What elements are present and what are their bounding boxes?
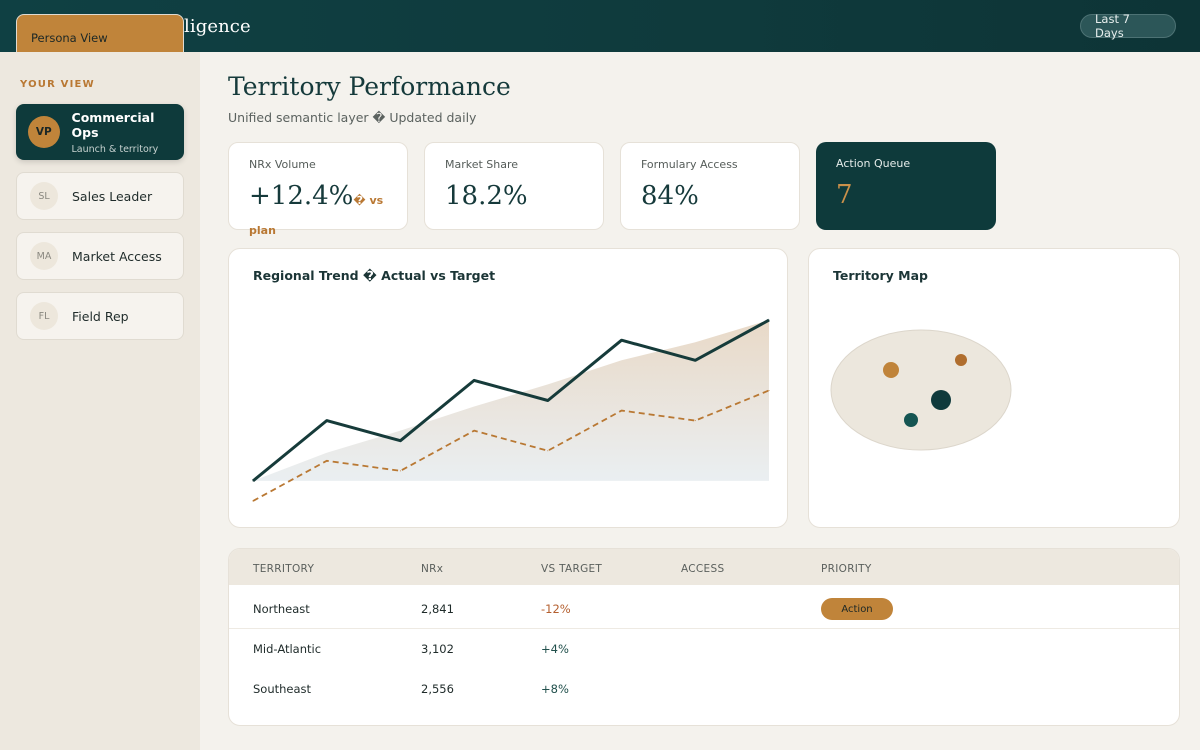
data-point-actual — [694, 359, 696, 361]
table-row[interactable]: Mid-Atlantic 3,102 +4% — [229, 629, 1179, 669]
map-title: Territory Map — [833, 268, 929, 283]
territory-table: TERRITORY NRx VS TARGET ACCESS PRIORITY … — [228, 548, 1180, 726]
persona-item-sales-leader[interactable]: SL Sales Leader — [16, 172, 184, 220]
data-point-actual — [473, 379, 475, 381]
column-header-priority: PRIORITY — [821, 563, 872, 575]
chart-title: Regional Trend � Actual vs Target — [253, 268, 496, 283]
data-point-actual — [252, 480, 254, 482]
kpi-value: +12.4%� vs plan — [249, 181, 407, 241]
data-point-target — [399, 470, 401, 472]
kpi-value: 84% — [641, 181, 699, 211]
persona-item-market-access[interactable]: MA Market Access — [16, 232, 184, 280]
avatar: FL — [30, 302, 58, 330]
avatar: VP — [28, 116, 60, 148]
data-point-actual — [621, 339, 623, 341]
series-band-area — [253, 320, 769, 481]
data-point-target — [473, 430, 475, 432]
map-marker[interactable] — [931, 390, 951, 410]
persona-item-field-rep[interactable]: FL Field Rep — [16, 292, 184, 340]
date-range-button[interactable]: Last 7 Days — [1080, 12, 1176, 40]
persona-subtitle: Launch & territory — [71, 143, 159, 155]
trend-chart — [252, 318, 770, 502]
cell-vs-target: +8% — [541, 682, 569, 696]
persona-label: Market Access — [72, 248, 162, 264]
cell-nrx: 2,556 — [421, 682, 454, 696]
kpi-card-nrx-volume[interactable]: NRx Volume +12.4%� vs plan — [228, 142, 408, 237]
cell-vs-target: +4% — [541, 642, 569, 656]
page-title: Territory Performance — [228, 72, 511, 101]
data-point-actual — [326, 420, 328, 422]
column-header-access: ACCESS — [681, 563, 725, 575]
series-line-actual — [252, 318, 770, 483]
persona-label: Field Rep — [72, 308, 129, 324]
cell-territory: Mid-Atlantic — [253, 642, 322, 656]
avatar: MA — [30, 242, 58, 270]
cell-territory: Northeast — [253, 602, 310, 616]
kpi-card-formulary-access[interactable]: Formulary Access 84% — [620, 142, 800, 230]
kpi-label: NRx Volume — [249, 158, 316, 171]
data-point-target — [252, 500, 254, 502]
map-marker[interactable] — [904, 413, 918, 427]
table-row[interactable]: Northeast 2,841 -12% Action — [229, 589, 1179, 629]
data-point-target — [326, 460, 328, 462]
data-point-actual — [399, 440, 401, 442]
persona-title: Commercial Ops — [71, 109, 155, 140]
kpi-label: Market Share — [445, 158, 519, 171]
territory-map-card: Territory Map — [808, 248, 1180, 528]
kpi-label: Action Queue — [836, 157, 911, 170]
sidebar-heading: YOUR VIEW — [20, 79, 95, 90]
priority-action-badge[interactable]: Action — [821, 598, 893, 620]
column-header-territory: TERRITORY — [253, 563, 315, 575]
cell-nrx: 2,841 — [421, 602, 454, 616]
map-marker[interactable] — [883, 362, 899, 378]
kpi-value: 18.2% — [445, 181, 528, 211]
column-header-nrx: NRx — [421, 563, 444, 575]
data-point-actual — [768, 319, 770, 321]
data-point-target — [768, 389, 770, 391]
persona-label: Sales Leader — [72, 188, 153, 204]
sidebar: YOUR VIEW VP Commercial Ops Launch & ter… — [0, 52, 200, 750]
app-header: Commercial Intelligence Persona View Las… — [0, 0, 1200, 62]
data-point-actual — [547, 400, 549, 401]
kpi-card-action-queue[interactable]: Action Queue 7 — [816, 142, 996, 230]
kpi-delta: � vs plan — [249, 194, 384, 237]
kpi-card-market-share[interactable]: Market Share 18.2% — [424, 142, 604, 230]
map-marker[interactable] — [955, 354, 967, 366]
cell-nrx: 3,102 — [421, 642, 454, 656]
territory-map[interactable] — [809, 249, 1181, 529]
persona-text: Commercial Ops Launch & territory — [72, 110, 184, 155]
cell-territory: Southeast — [253, 682, 312, 696]
table-row[interactable]: Southeast 2,556 +8% — [229, 669, 1179, 709]
map-region — [830, 329, 1012, 451]
series-line-target — [252, 389, 770, 502]
data-point-target — [694, 420, 696, 422]
column-header-vs-target: VS TARGET — [541, 563, 603, 575]
header-actions: Persona View Last 7 Days — [16, 12, 1176, 62]
avatar: SL — [30, 182, 58, 210]
persona-item-commercial-ops[interactable]: VP Commercial Ops Launch & territory — [16, 104, 184, 160]
kpi-label: Formulary Access — [641, 158, 738, 171]
kpi-value: 7 — [836, 180, 853, 210]
cell-vs-target: -12% — [541, 602, 571, 616]
trend-chart-card: Regional Trend � Actual vs Target — [228, 248, 788, 528]
data-point-target — [547, 450, 549, 452]
data-point-target — [621, 410, 623, 412]
kpi-value-text: +12.4% — [249, 181, 354, 211]
table-header: TERRITORY NRx VS TARGET ACCESS PRIORITY — [229, 549, 1179, 585]
page-subtitle: Unified semantic layer � Updated daily — [228, 110, 477, 125]
